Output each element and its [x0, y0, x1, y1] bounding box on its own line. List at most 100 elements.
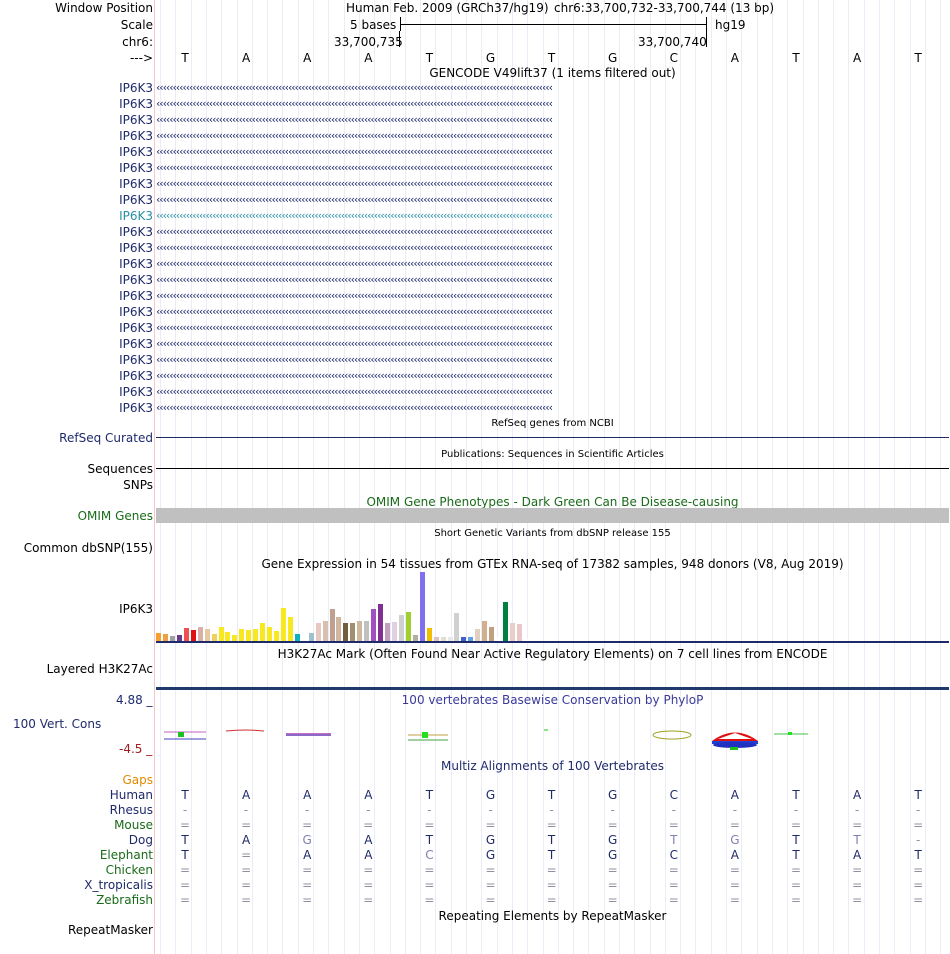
- gtex-bar[interactable]: [260, 623, 266, 641]
- phylop-label[interactable]: 100 Vert. Cons: [13, 717, 102, 731]
- gtex-bar[interactable]: [239, 629, 245, 641]
- gtex-bar[interactable]: [274, 631, 279, 641]
- omim-bar[interactable]: [156, 508, 949, 523]
- gencode-item-line[interactable]: ‹‹‹‹‹‹‹‹‹‹‹‹‹‹‹‹‹‹‹‹‹‹‹‹‹‹‹‹‹‹‹‹‹‹‹‹‹‹‹‹…: [156, 289, 553, 302]
- gencode-item-label[interactable]: IP6K3: [119, 257, 153, 271]
- gencode-item-label[interactable]: IP6K3: [119, 193, 153, 207]
- gtex-bar[interactable]: [225, 632, 231, 641]
- gtex-bar[interactable]: [280, 608, 286, 641]
- repeatmasker-title[interactable]: Repeating Elements by RepeatMasker: [438, 909, 667, 923]
- omim-title[interactable]: OMIM Gene Phenotypes - Dark Green Can Be…: [366, 495, 739, 509]
- gencode-item-line[interactable]: ‹‹‹‹‹‹‹‹‹‹‹‹‹‹‹‹‹‹‹‹‹‹‹‹‹‹‹‹‹‹‹‹‹‹‹‹‹‹‹‹…: [156, 241, 553, 254]
- gtex-bar[interactable]: [350, 623, 356, 641]
- position-text[interactable]: chr6:33,700,732-33,700,744 (13 bp): [554, 1, 775, 15]
- pubs-line[interactable]: [156, 468, 949, 469]
- gtex-bar[interactable]: [267, 627, 272, 641]
- omim-label[interactable]: OMIM Genes: [77, 509, 153, 523]
- gencode-title[interactable]: GENCODE V49lift37 (1 items filtered out): [429, 66, 676, 80]
- gtex-bar[interactable]: [509, 623, 515, 641]
- gencode-item-line[interactable]: ‹‹‹‹‹‹‹‹‹‹‹‹‹‹‹‹‹‹‹‹‹‹‹‹‹‹‹‹‹‹‹‹‹‹‹‹‹‹‹‹…: [156, 321, 553, 334]
- dbsnp-title[interactable]: Short Genetic Variants from dbSNP releas…: [434, 528, 671, 539]
- gtex-bar[interactable]: [475, 629, 481, 641]
- gtex-bar[interactable]: [253, 629, 259, 641]
- species-label[interactable]: Chicken: [105, 863, 153, 877]
- gencode-item-label[interactable]: IP6K3: [119, 177, 153, 191]
- h3k27ac-title[interactable]: H3K27Ac Mark (Often Found Near Active Re…: [277, 647, 828, 661]
- gtex-bar[interactable]: [218, 627, 224, 641]
- gencode-item-label[interactable]: IP6K3: [119, 289, 153, 303]
- gencode-item-line[interactable]: ‹‹‹‹‹‹‹‹‹‹‹‹‹‹‹‹‹‹‹‹‹‹‹‹‹‹‹‹‹‹‹‹‹‹‹‹‹‹‹‹…: [156, 225, 553, 238]
- gtex-bar[interactable]: [385, 623, 390, 641]
- gtex-bar[interactable]: [343, 623, 349, 641]
- gencode-item-label[interactable]: IP6K3: [119, 353, 153, 367]
- repeatmasker-label[interactable]: RepeatMasker: [67, 923, 153, 937]
- gtex-bar[interactable]: [447, 637, 453, 641]
- gtex-bar[interactable]: [336, 617, 342, 641]
- gtex-bar[interactable]: [426, 628, 432, 641]
- gtex-bar[interactable]: [523, 639, 529, 641]
- gencode-item-line[interactable]: ‹‹‹‹‹‹‹‹‹‹‹‹‹‹‹‹‹‹‹‹‹‹‹‹‹‹‹‹‹‹‹‹‹‹‹‹‹‹‹‹…: [156, 273, 553, 286]
- gtex-bar[interactable]: [371, 609, 377, 641]
- gencode-item-label[interactable]: IP6K3: [119, 225, 153, 239]
- gtex-bar[interactable]: [468, 637, 474, 641]
- gtex-label[interactable]: IP6K3: [119, 602, 153, 616]
- gtex-bar[interactable]: [169, 636, 175, 641]
- gencode-item-line[interactable]: ‹‹‹‹‹‹‹‹‹‹‹‹‹‹‹‹‹‹‹‹‹‹‹‹‹‹‹‹‹‹‹‹‹‹‹‹‹‹‹‹…: [156, 305, 553, 318]
- gtex-bar[interactable]: [315, 623, 321, 641]
- gencode-item-line[interactable]: ‹‹‹‹‹‹‹‹‹‹‹‹‹‹‹‹‹‹‹‹‹‹‹‹‹‹‹‹‹‹‹‹‹‹‹‹‹‹‹‹…: [156, 81, 553, 94]
- gtex-bar[interactable]: [461, 637, 467, 641]
- gencode-item-line[interactable]: ‹‹‹‹‹‹‹‹‹‹‹‹‹‹‹‹‹‹‹‹‹‹‹‹‹‹‹‹‹‹‹‹‹‹‹‹‹‹‹‹…: [156, 401, 553, 414]
- species-label[interactable]: Rhesus: [109, 803, 153, 817]
- gtex-bar[interactable]: [496, 637, 502, 641]
- species-label[interactable]: Zebrafish: [96, 893, 153, 907]
- gtex-bar[interactable]: [301, 639, 307, 641]
- gtex-bar[interactable]: [156, 633, 161, 641]
- phylop-logo[interactable]: [156, 722, 949, 754]
- gencode-item-label[interactable]: IP6K3: [119, 305, 153, 319]
- gencode-item-line[interactable]: ‹‹‹‹‹‹‹‹‹‹‹‹‹‹‹‹‹‹‹‹‹‹‹‹‹‹‹‹‹‹‹‹‹‹‹‹‹‹‹‹…: [156, 385, 553, 398]
- gtex-bar[interactable]: [489, 627, 495, 641]
- gtex-bar[interactable]: [454, 613, 460, 641]
- gencode-item-line[interactable]: ‹‹‹‹‹‹‹‹‹‹‹‹‹‹‹‹‹‹‹‹‹‹‹‹‹‹‹‹‹‹‹‹‹‹‹‹‹‹‹‹…: [156, 113, 553, 126]
- gtex-bar[interactable]: [378, 604, 384, 641]
- gencode-item-line[interactable]: ‹‹‹‹‹‹‹‹‹‹‹‹‹‹‹‹‹‹‹‹‹‹‹‹‹‹‹‹‹‹‹‹‹‹‹‹‹‹‹‹…: [156, 209, 553, 222]
- pubs-label[interactable]: Sequences: [87, 462, 153, 476]
- gencode-item-label[interactable]: IP6K3: [119, 129, 153, 143]
- gtex-bar[interactable]: [329, 609, 335, 641]
- gencode-item-label[interactable]: IP6K3: [119, 97, 153, 111]
- gencode-item-label[interactable]: IP6K3: [119, 273, 153, 287]
- gencode-item-line[interactable]: ‹‹‹‹‹‹‹‹‹‹‹‹‹‹‹‹‹‹‹‹‹‹‹‹‹‹‹‹‹‹‹‹‹‹‹‹‹‹‹‹…: [156, 193, 553, 206]
- gtex-bar[interactable]: [405, 612, 411, 641]
- gencode-item-line[interactable]: ‹‹‹‹‹‹‹‹‹‹‹‹‹‹‹‹‹‹‹‹‹‹‹‹‹‹‹‹‹‹‹‹‹‹‹‹‹‹‹‹…: [156, 161, 553, 174]
- gtex-bar[interactable]: [398, 615, 404, 641]
- gencode-item-label[interactable]: IP6K3: [119, 161, 153, 175]
- gtex-bar[interactable]: [204, 629, 210, 641]
- gtex-bar[interactable]: [287, 617, 293, 641]
- h3k27ac-label[interactable]: Layered H3K27Ac: [46, 662, 153, 676]
- dbsnp-label[interactable]: Common dbSNP(155): [23, 541, 153, 555]
- gencode-item-line[interactable]: ‹‹‹‹‹‹‹‹‹‹‹‹‹‹‹‹‹‹‹‹‹‹‹‹‹‹‹‹‹‹‹‹‹‹‹‹‹‹‹‹…: [156, 257, 553, 270]
- multiz-title[interactable]: Multiz Alignments of 100 Vertebrates: [440, 759, 665, 773]
- refseq-title[interactable]: RefSeq genes from NCBI: [491, 418, 614, 429]
- gtex-bar[interactable]: [294, 634, 300, 641]
- gtex-bar[interactable]: [412, 635, 418, 641]
- gtex-bar[interactable]: [246, 630, 252, 641]
- gtex-bar[interactable]: [197, 627, 203, 641]
- gencode-item-label[interactable]: IP6K3: [119, 401, 153, 415]
- gtex-bar[interactable]: [211, 634, 217, 641]
- species-label[interactable]: Elephant: [99, 848, 153, 862]
- species-label[interactable]: X_tropicalis: [84, 878, 153, 892]
- snps-label[interactable]: SNPs: [123, 478, 153, 492]
- gtex-bar[interactable]: [162, 634, 168, 641]
- gencode-item-label[interactable]: IP6K3: [119, 145, 153, 159]
- gtex-bar[interactable]: [419, 572, 425, 641]
- gtex-bar[interactable]: [433, 637, 439, 641]
- gtex-bar[interactable]: [392, 622, 397, 641]
- gencode-item-line[interactable]: ‹‹‹‹‹‹‹‹‹‹‹‹‹‹‹‹‹‹‹‹‹‹‹‹‹‹‹‹‹‹‹‹‹‹‹‹‹‹‹‹…: [156, 145, 553, 158]
- species-label[interactable]: Dog: [128, 833, 153, 847]
- gencode-item-line[interactable]: ‹‹‹‹‹‹‹‹‹‹‹‹‹‹‹‹‹‹‹‹‹‹‹‹‹‹‹‹‹‹‹‹‹‹‹‹‹‹‹‹…: [156, 97, 553, 110]
- species-label[interactable]: Mouse: [114, 818, 153, 832]
- gencode-item-label[interactable]: IP6K3: [119, 321, 153, 335]
- gencode-item-label[interactable]: IP6K3: [119, 385, 153, 399]
- gtex-bar[interactable]: [440, 637, 446, 641]
